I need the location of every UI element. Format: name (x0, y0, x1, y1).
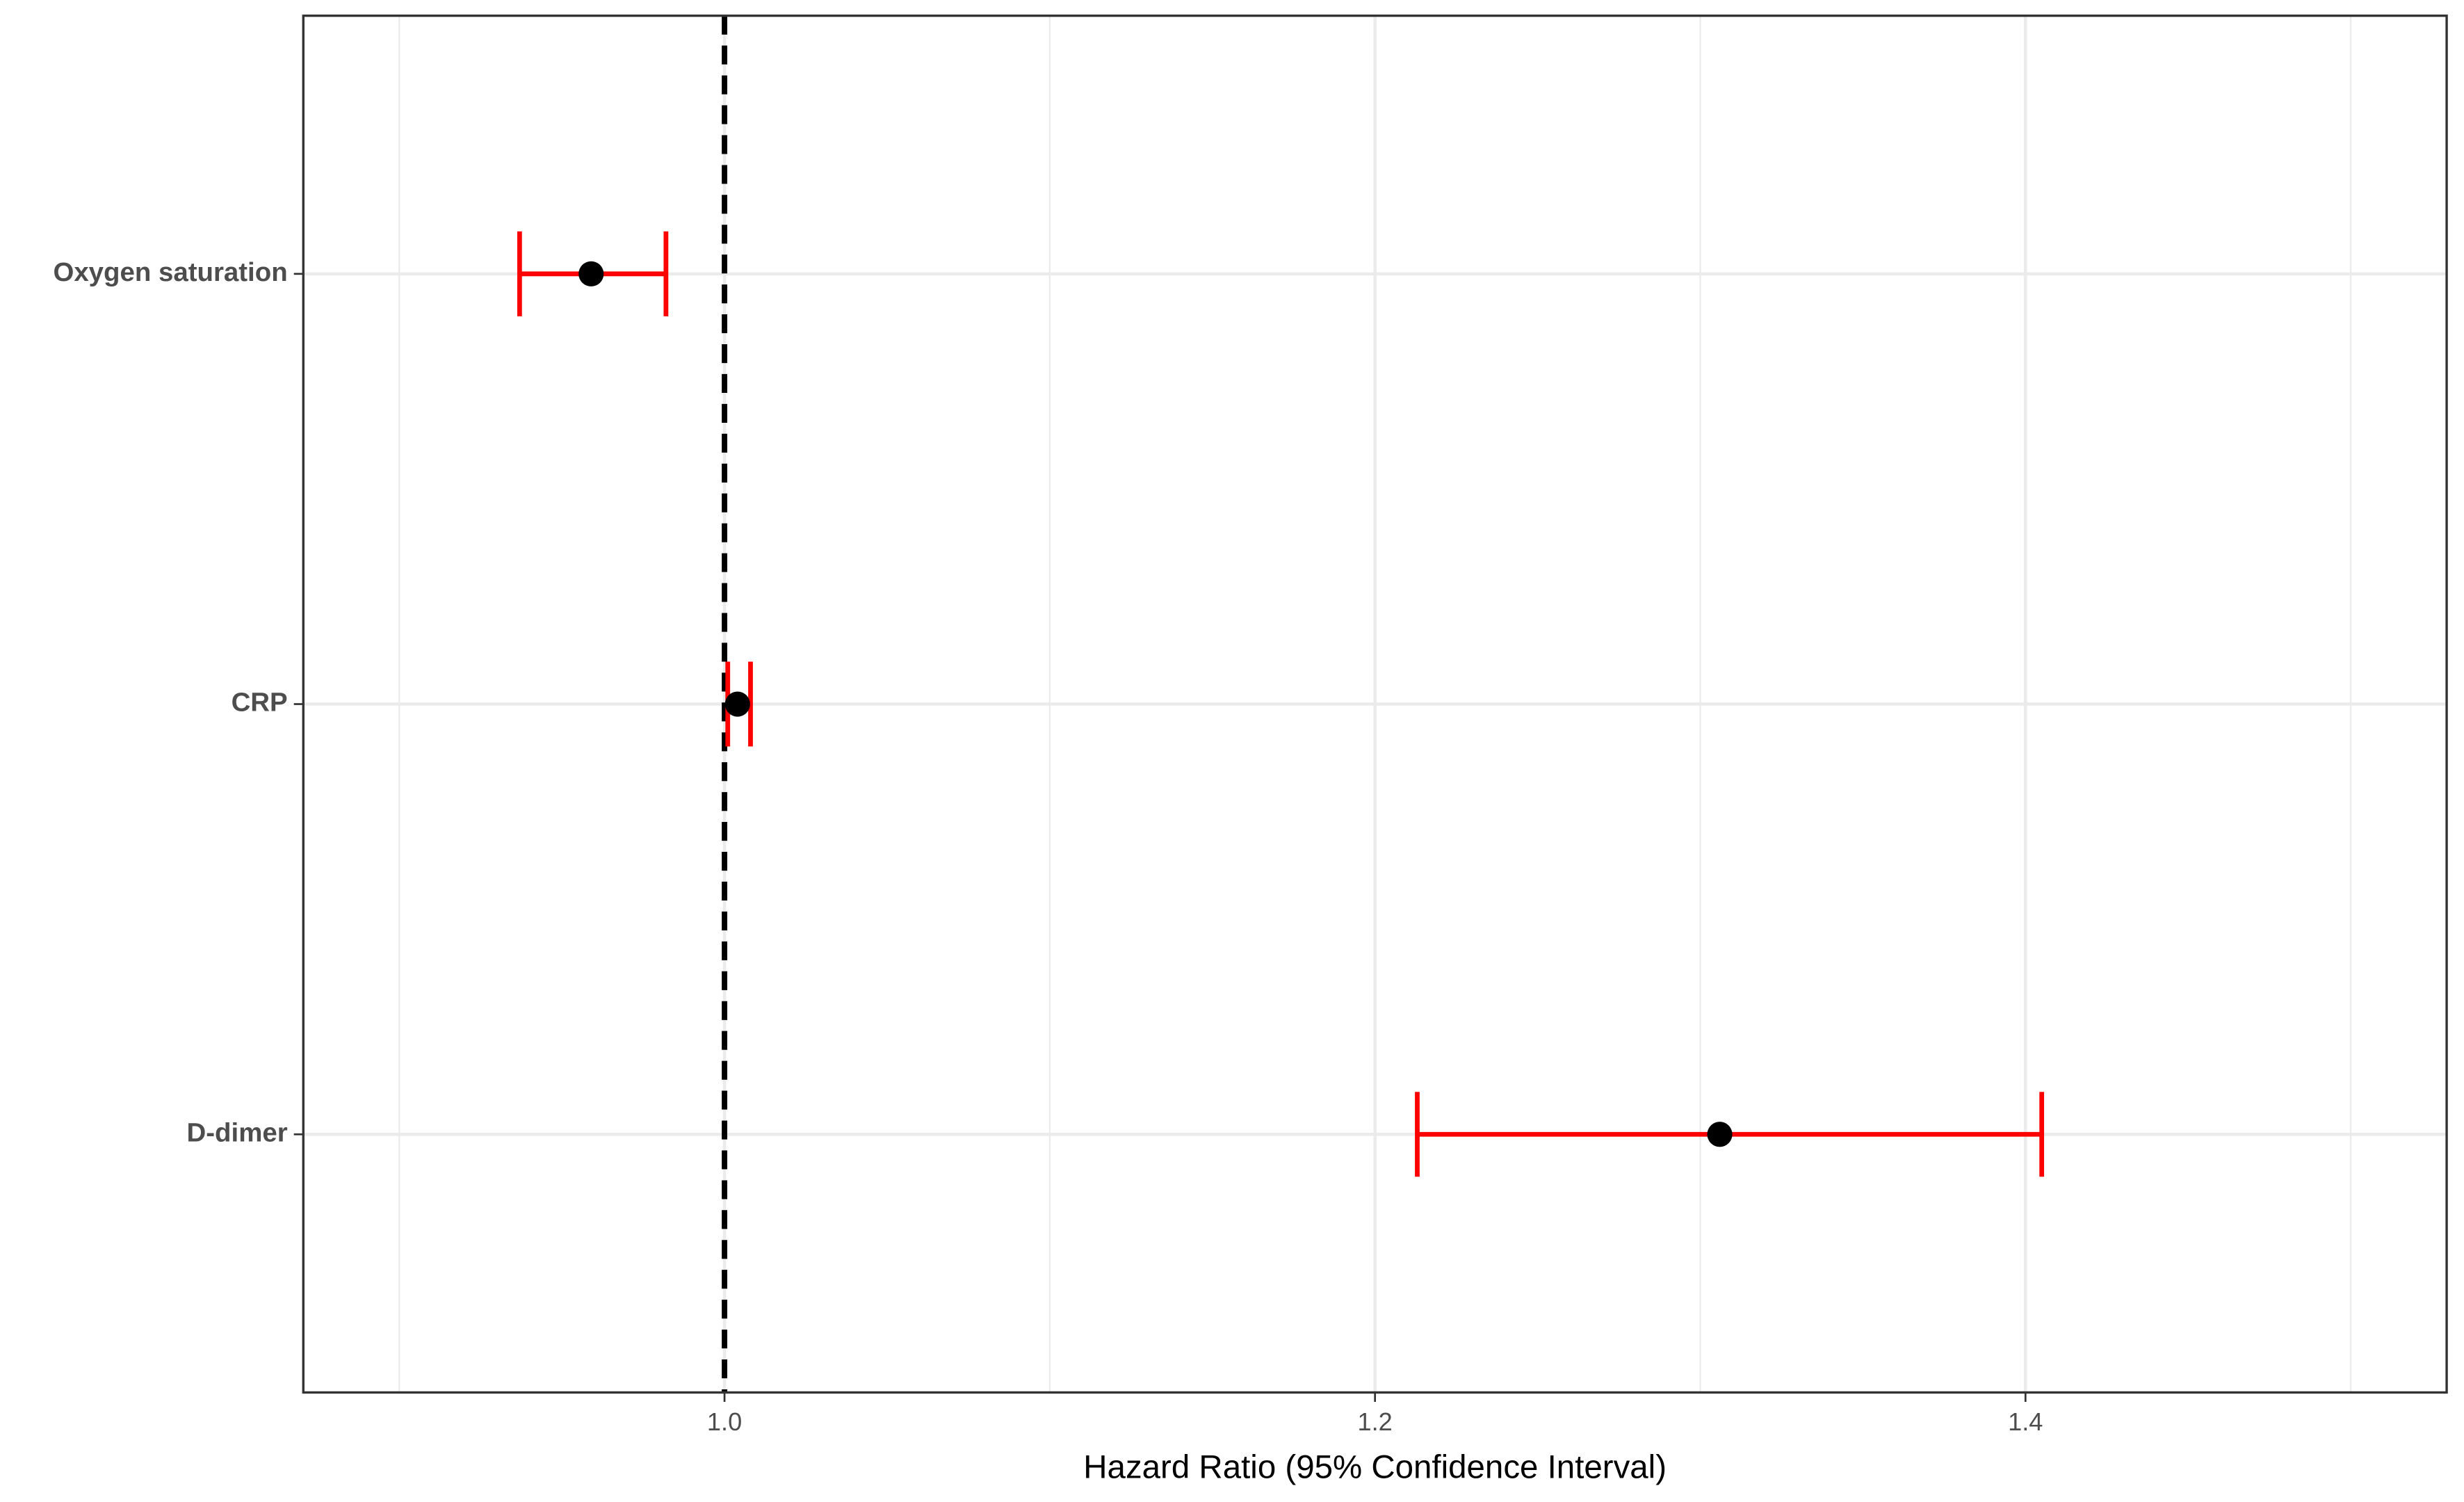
x-tick-label: 1.2 (1358, 1407, 1393, 1436)
point (578, 261, 604, 286)
x-axis-title: Hazard Ratio (95% Confidence Interval) (1083, 1449, 1667, 1486)
x-tick-label: 1.0 (707, 1407, 742, 1436)
y-tick-label: D-dimer (187, 1117, 288, 1147)
point (724, 691, 750, 717)
point (1707, 1122, 1733, 1147)
y-tick-label: CRP (232, 688, 288, 718)
panel-border (302, 14, 2448, 1394)
x-tick-label: 1.4 (2008, 1407, 2043, 1436)
y-tick-label: Oxygen saturation (53, 257, 287, 287)
